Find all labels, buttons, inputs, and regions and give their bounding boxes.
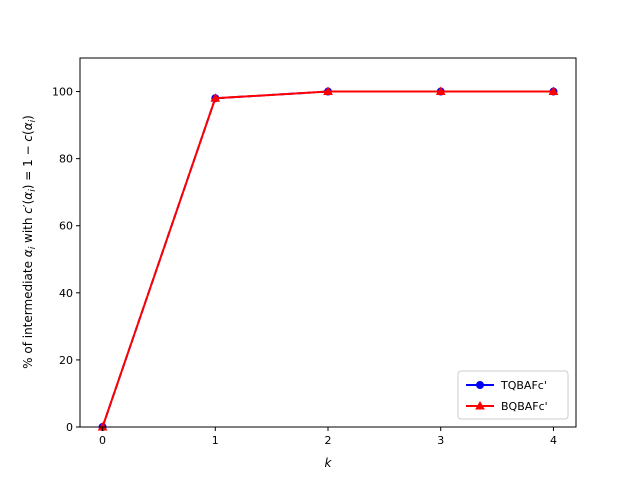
data-point	[210, 93, 221, 102]
series-2	[97, 86, 559, 431]
data-point	[323, 86, 333, 96]
x-tick-label: 2	[325, 434, 332, 447]
legend: TQBAFc' BQBAFc'	[457, 370, 569, 420]
legend-entry-label: BQBAFc'	[501, 400, 548, 413]
legend-swatch-marker	[475, 400, 485, 410]
y-axis-label: % of intermediate αi with c′(αi) = 1 − c…	[21, 115, 38, 369]
x-tick-label: 0	[99, 434, 106, 447]
data-point	[435, 86, 446, 96]
y-tick-label: 60	[59, 220, 73, 233]
y-tick-label: 20	[59, 354, 73, 367]
x-tick-label: 1	[212, 434, 219, 447]
x-tick-label: 3	[437, 434, 444, 447]
y-tick-label: 100	[52, 86, 73, 99]
y-tick-label: 40	[59, 287, 73, 300]
y-axis-ticks: 0 20 40 60 80 100	[52, 86, 80, 434]
x-axis-ticks: 0 1 2 3 4	[99, 427, 557, 447]
plot-area	[97, 86, 559, 431]
plot-frame	[79, 57, 577, 428]
x-axis-label: k	[325, 456, 333, 470]
x-tick-label: 4	[550, 434, 557, 447]
data-point	[548, 86, 559, 96]
legend-entry-label: TQBAFc'	[500, 379, 547, 392]
y-tick-label: 0	[66, 421, 73, 434]
legend-swatch-marker	[476, 381, 484, 389]
y-tick-label: 80	[59, 153, 73, 166]
